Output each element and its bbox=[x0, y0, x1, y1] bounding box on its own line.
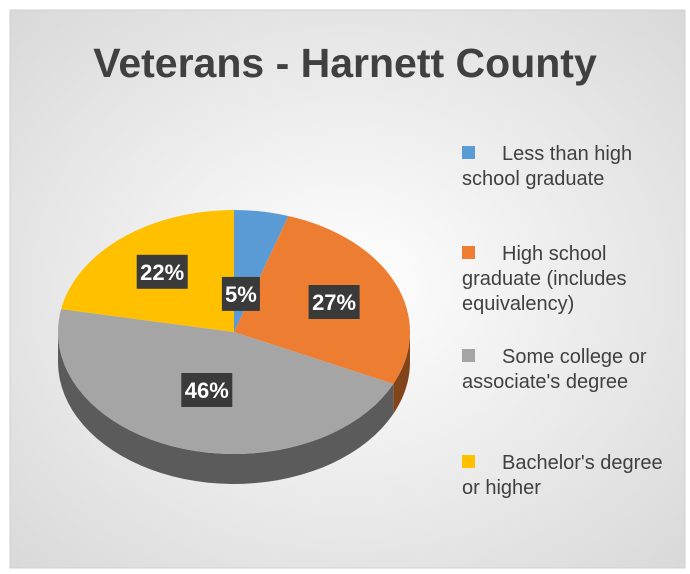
pie-side-high-school-graduate-includes-equivalency bbox=[393, 332, 410, 414]
legend-item-bachelors: Bachelor's degree or higher bbox=[462, 451, 677, 501]
legend-label-line2: or higher bbox=[462, 477, 541, 499]
legend-item-some-college: Some college or associate's degree bbox=[462, 345, 677, 395]
data-label-box bbox=[136, 254, 188, 289]
legend-label-line3: equivalency) bbox=[462, 293, 575, 315]
data-label-box bbox=[308, 285, 360, 319]
legend-label-line1: High school bbox=[502, 243, 607, 265]
data-label-box bbox=[221, 276, 260, 311]
data-label-text: 27% bbox=[312, 290, 356, 315]
legend-label-line2: associate's degree bbox=[462, 371, 629, 393]
legend-label-line1: Less than high bbox=[502, 143, 633, 165]
data-label-high-school-graduate-includes-equivalency: 27% bbox=[308, 285, 360, 319]
data-label-some-college-or-associate-s-degree: 46% bbox=[181, 373, 233, 407]
data-label-text: 46% bbox=[185, 378, 229, 403]
legend-swatch bbox=[462, 455, 475, 468]
legend-label-line1: Bachelor's degree bbox=[502, 452, 663, 474]
legend-item-high-school-graduate: High school graduate (includes equivalen… bbox=[462, 242, 677, 317]
chart-title: Veterans - Harnett County bbox=[93, 40, 597, 86]
data-label-text: 5% bbox=[225, 282, 257, 307]
legend-label-line2: school graduate bbox=[462, 168, 605, 190]
data-label-box bbox=[181, 373, 233, 407]
pie-side-some-college-or-associate-s-degree bbox=[58, 332, 394, 484]
legend-swatch bbox=[462, 246, 475, 259]
legend-label-line1: Some college or bbox=[502, 346, 647, 368]
legend-item-less-than-high-school: Less than high school graduate bbox=[462, 142, 677, 192]
data-label-less-than-high-school-graduate: 5% bbox=[221, 276, 260, 311]
legend-swatch bbox=[462, 349, 475, 362]
legend-label-line2: graduate (includes bbox=[462, 268, 627, 290]
data-label-text: 22% bbox=[140, 260, 184, 285]
data-label-bachelor-s-degree-or-higher: 22% bbox=[136, 254, 188, 289]
legend-swatch bbox=[462, 146, 475, 159]
